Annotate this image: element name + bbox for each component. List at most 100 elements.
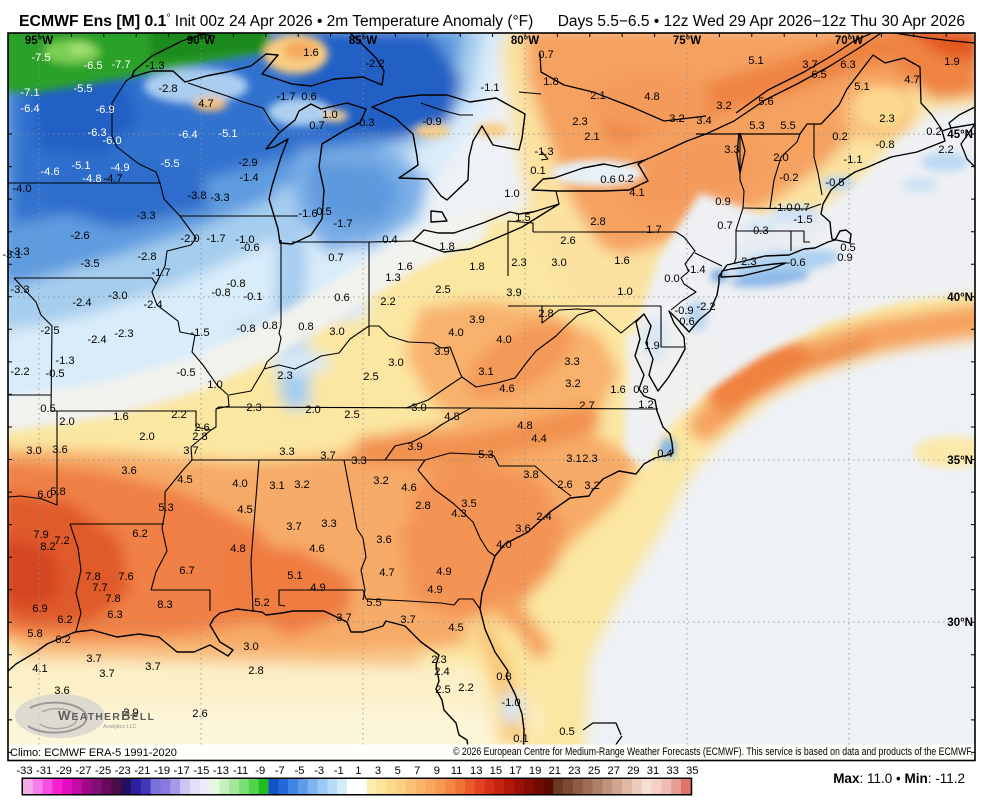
svg-text:0.4: 0.4	[657, 448, 673, 460]
svg-text:7: 7	[414, 765, 420, 777]
svg-text:0.8: 0.8	[496, 671, 512, 683]
svg-text:3.9: 3.9	[469, 314, 485, 326]
svg-text:4.7: 4.7	[198, 98, 214, 110]
svg-text:-1.1: -1.1	[480, 82, 499, 94]
svg-text:1.2: 1.2	[638, 399, 654, 411]
svg-text:1.8: 1.8	[543, 76, 559, 88]
svg-text:-2.0: -2.0	[180, 233, 199, 245]
svg-text:2.5: 2.5	[344, 409, 360, 421]
svg-text:WEATHERBELL: WEATHERBELL	[58, 708, 155, 723]
svg-text:6.2: 6.2	[57, 614, 73, 626]
svg-text:-1.4: -1.4	[239, 172, 258, 184]
svg-text:2.5: 2.5	[435, 284, 451, 296]
svg-text:1.0: 1.0	[207, 379, 223, 391]
svg-text:-1.0: -1.0	[235, 234, 254, 246]
svg-text:6.0: 6.0	[37, 489, 53, 501]
svg-text:3.3: 3.3	[321, 518, 337, 530]
svg-text:6.7: 6.7	[179, 565, 195, 577]
svg-text:4.0: 4.0	[232, 478, 248, 490]
svg-text:2.3: 2.3	[277, 370, 293, 382]
svg-text:3.1: 3.1	[478, 366, 494, 378]
svg-text:2.2: 2.2	[458, 682, 474, 694]
svg-text:0.5: 0.5	[559, 726, 575, 738]
svg-text:5.1: 5.1	[748, 55, 764, 67]
svg-text:2.6: 2.6	[560, 235, 576, 247]
svg-text:-2.3: -2.3	[114, 328, 133, 340]
svg-text:25: 25	[588, 765, 600, 777]
svg-text:-0.8: -0.8	[226, 278, 245, 290]
svg-text:-4.6: -4.6	[40, 166, 59, 178]
svg-text:4.8: 4.8	[444, 411, 460, 423]
svg-text:-0.5: -0.5	[176, 367, 195, 379]
svg-text:-5: -5	[295, 765, 305, 777]
svg-text:-4.8: -4.8	[82, 173, 101, 185]
svg-text:15: 15	[490, 765, 502, 777]
svg-text:31: 31	[647, 765, 659, 777]
svg-text:6.2: 6.2	[55, 634, 71, 646]
svg-text:2.6: 2.6	[557, 479, 573, 491]
svg-text:7.8: 7.8	[85, 571, 101, 583]
svg-text:75°W: 75°W	[673, 35, 701, 47]
svg-text:3.4: 3.4	[696, 115, 712, 127]
svg-text:-3: -3	[314, 765, 324, 777]
svg-text:1.6: 1.6	[113, 411, 129, 423]
svg-text:3.3: 3.3	[724, 144, 740, 156]
svg-text:0.7: 0.7	[794, 202, 810, 214]
svg-text:-6.0: -6.0	[102, 135, 121, 147]
svg-text:4.8: 4.8	[230, 543, 246, 555]
svg-text:-1.0: -1.0	[501, 697, 520, 709]
svg-text:3.6: 3.6	[121, 465, 137, 477]
svg-text:5.3: 5.3	[749, 120, 765, 132]
svg-text:0.2: 0.2	[618, 173, 634, 185]
svg-text:3: 3	[375, 765, 381, 777]
svg-text:0.2: 0.2	[926, 126, 942, 138]
svg-text:-0.5: -0.5	[45, 368, 64, 380]
svg-text:-3.0: -3.0	[108, 290, 127, 302]
svg-text:-1.7: -1.7	[276, 91, 295, 103]
svg-text:-1: -1	[334, 765, 344, 777]
svg-text:11: 11	[451, 765, 463, 777]
svg-text:3.2: 3.2	[716, 100, 732, 112]
svg-text:-1.7: -1.7	[333, 218, 352, 230]
svg-text:-33: -33	[16, 765, 32, 777]
svg-text:5.6: 5.6	[758, 96, 774, 108]
svg-text:0.8: 0.8	[262, 320, 278, 332]
svg-text:2.5: 2.5	[435, 684, 451, 696]
svg-text:-1.7: -1.7	[151, 267, 170, 279]
svg-text:1.9: 1.9	[944, 56, 960, 68]
svg-text:2.2: 2.2	[938, 144, 954, 156]
svg-text:3.0: 3.0	[551, 257, 567, 269]
svg-text:5.3: 5.3	[478, 449, 494, 461]
svg-text:3.7: 3.7	[336, 612, 352, 624]
svg-text:1.0: 1.0	[322, 109, 338, 121]
svg-text:1.6: 1.6	[397, 261, 413, 273]
svg-text:-13: -13	[213, 765, 229, 777]
svg-text:0.5: 0.5	[840, 242, 856, 254]
svg-text:-3.8: -3.8	[187, 190, 206, 202]
svg-text:2.1: 2.1	[590, 90, 606, 102]
svg-text:1.6: 1.6	[303, 47, 319, 59]
svg-text:40°N: 40°N	[947, 292, 973, 304]
svg-text:2.4: 2.4	[434, 666, 450, 678]
svg-text:-3.3: -3.3	[10, 246, 29, 258]
svg-text:-17: -17	[174, 765, 190, 777]
svg-text:0.9: 0.9	[715, 196, 731, 208]
svg-text:2.2: 2.2	[380, 296, 396, 308]
svg-text:6.3: 6.3	[107, 609, 123, 621]
svg-text:-31: -31	[36, 765, 52, 777]
svg-text:-5.5: -5.5	[73, 83, 92, 95]
svg-text:3.2: 3.2	[373, 475, 389, 487]
svg-text:4.0: 4.0	[448, 327, 464, 339]
svg-text:-2.8: -2.8	[158, 83, 177, 95]
svg-text:3.7: 3.7	[320, 450, 336, 462]
svg-text:2.8: 2.8	[538, 308, 554, 320]
svg-text:-0.1: -0.1	[243, 291, 262, 303]
svg-text:0.6: 0.6	[301, 91, 317, 103]
svg-text:-11: -11	[233, 765, 248, 777]
svg-text:8.3: 8.3	[157, 599, 173, 611]
svg-text:0.7: 0.7	[538, 49, 554, 61]
svg-text:-3.3: -3.3	[10, 284, 29, 296]
svg-text:-3.3: -3.3	[210, 192, 229, 204]
svg-text:-3.3: -3.3	[136, 210, 155, 222]
svg-text:35°N: 35°N	[947, 455, 973, 467]
